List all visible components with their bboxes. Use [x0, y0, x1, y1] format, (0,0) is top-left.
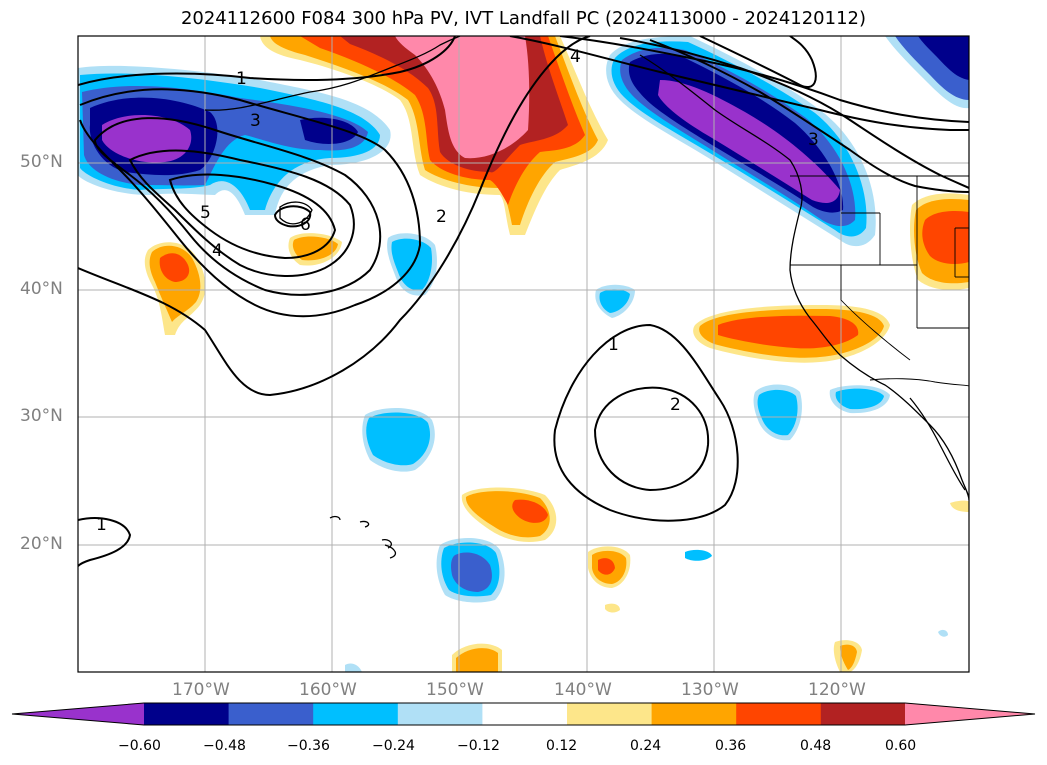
lat-label: 40°N: [20, 279, 63, 299]
colorbar-tick-label: −0.60: [118, 738, 161, 754]
colorbar-extend-high: [905, 703, 1035, 725]
contour-label: 4: [212, 241, 223, 261]
lon-label: 150°W: [426, 680, 484, 700]
lat-label: 30°N: [20, 406, 63, 426]
negative-anomaly-northwest: [78, 65, 391, 215]
map-title: 2024112600 F084 300 hPa PV, IVT Landfall…: [180, 8, 867, 29]
colorbar-cell: [482, 703, 568, 725]
positive-anomaly-east: [910, 193, 969, 290]
contour-label: 3: [808, 130, 819, 150]
colorbar-tick-label: 0.48: [800, 738, 832, 754]
colorbar-cell: [144, 703, 230, 725]
colorbar-tick-label: −0.12: [457, 738, 500, 754]
colorbar-tick-label: 0.24: [630, 738, 662, 754]
lon-label: 130°W: [681, 680, 739, 700]
colorbar-cell: [567, 703, 653, 725]
lat-label: 50°N: [20, 152, 63, 172]
coastlines: [204, 36, 969, 559]
colorbar-tick-label: 0.12: [546, 738, 578, 754]
colorbar-cell: [736, 703, 822, 725]
map-frame: [77, 35, 970, 673]
lon-label: 120°W: [808, 680, 866, 700]
contour-label: 5: [200, 203, 211, 223]
colorbar-extend-low: [12, 703, 144, 725]
pv-contours: [78, 36, 969, 567]
colorbar-tick-label: 0.60: [885, 738, 917, 754]
colorbar-cell: [228, 703, 314, 725]
positive-anomaly-california: [693, 305, 890, 363]
colorbar-cell: [397, 703, 483, 725]
colorbar-cell: [820, 703, 906, 725]
colorbar-tick-label: −0.24: [372, 738, 415, 754]
shaded-ivt-field: 1 4 3 5 4 6 2 1 2 1 3: [78, 36, 969, 672]
contour-label: 6: [300, 215, 311, 235]
lon-label: 170°W: [172, 680, 230, 700]
contour-label: 4: [570, 47, 581, 67]
contour-label: 1: [608, 335, 619, 355]
lon-label: 140°W: [554, 680, 612, 700]
contour-label: 1: [236, 69, 247, 89]
colorbar-tick-label: −0.48: [203, 738, 246, 754]
colorbar-cell: [313, 703, 399, 725]
small-anomalies: [144, 233, 969, 672]
colorbar-tick-label: −0.36: [287, 738, 330, 754]
colorbar-tick-label: 0.36: [715, 738, 747, 754]
colorbar: [11, 702, 1036, 726]
negative-anomaly-coast: [606, 36, 969, 247]
colorbar-cell: [651, 703, 737, 725]
contour-label: 3: [250, 111, 261, 131]
lat-label: 20°N: [20, 534, 63, 554]
political-borders: [790, 175, 969, 387]
colorbar-cells: [144, 703, 906, 725]
gridlines: [78, 36, 969, 672]
contour-labels: 1 4 3 5 4 6 2 1 2 1 3: [96, 47, 819, 535]
contour-label: 2: [436, 207, 447, 227]
contour-label: 2: [670, 395, 681, 415]
lon-label: 160°W: [299, 680, 357, 700]
contour-label: 1: [96, 515, 107, 535]
